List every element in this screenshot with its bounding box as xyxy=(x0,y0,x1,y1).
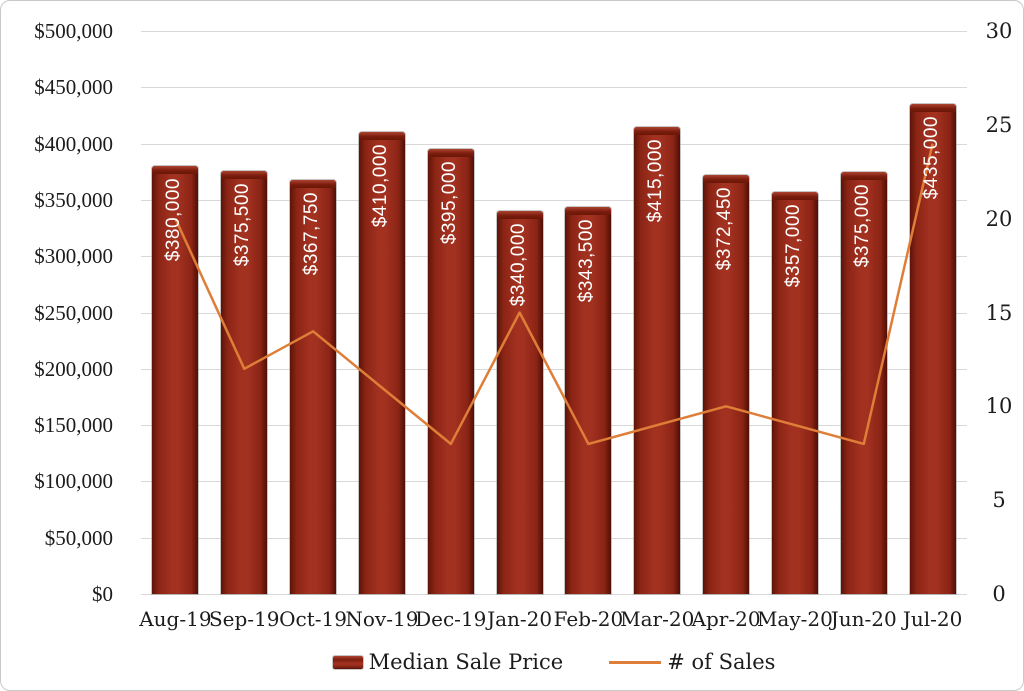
bar-value-label: $410,000 xyxy=(369,144,391,228)
bar-value-label: $375,500 xyxy=(232,183,254,267)
right-axis-tick-label: 20 xyxy=(985,206,1013,231)
bar-value-label: $343,500 xyxy=(576,219,598,303)
x-axis-category-label: Jan-20 xyxy=(487,607,553,631)
right-axis-tick-label: 0 xyxy=(992,582,1006,606)
bar-value-label: $375,000 xyxy=(851,183,873,267)
legend-label-median-sale-price: Median Sale Price xyxy=(368,650,564,674)
line-series-swatch-icon xyxy=(609,660,662,664)
x-axis-category-label: Oct-19 xyxy=(279,607,347,631)
gridline xyxy=(141,87,967,89)
left-axis-tick-label: $500,000 xyxy=(34,19,113,43)
left-axis-tick-label: $250,000 xyxy=(34,300,113,325)
bar-value-label: $380,000 xyxy=(163,178,185,262)
x-axis-category-label: Apr-20 xyxy=(691,607,761,631)
x-axis-category-label: Jul-20 xyxy=(902,607,963,631)
right-axis-tick-label: 15 xyxy=(985,300,1013,325)
bar-value-label: $340,000 xyxy=(507,223,529,307)
left-axis-tick-label: $0 xyxy=(92,582,113,606)
x-axis-category-label: Mar-20 xyxy=(620,607,695,631)
gridline xyxy=(141,594,967,595)
right-axis-tick-label: 10 xyxy=(985,394,1013,419)
x-axis-category-label: Nov-19 xyxy=(345,607,419,631)
gridline xyxy=(141,31,967,32)
x-axis-category-label: Feb-20 xyxy=(553,607,624,631)
bar-series-swatch-icon xyxy=(332,655,363,669)
left-axis-tick-label: $100,000 xyxy=(34,469,113,494)
right-axis-tick-label: 25 xyxy=(985,112,1013,137)
left-axis-tick-label: $450,000 xyxy=(34,75,113,100)
x-axis-category-label: Jun-20 xyxy=(830,607,897,631)
legend-item-median-sale-price: Median Sale Price xyxy=(332,650,564,674)
x-axis-category-label: Aug-19 xyxy=(139,607,212,631)
left-axis-tick-label: $200,000 xyxy=(34,356,113,381)
bar-value-label: $415,000 xyxy=(645,138,667,222)
legend: Median Sale Price # of Sales xyxy=(141,647,967,677)
bar-value-label: $435,000 xyxy=(920,116,942,200)
gridline xyxy=(141,143,967,145)
x-axis-category-label: May-20 xyxy=(756,607,833,631)
gridline xyxy=(141,481,967,483)
left-axis-tick-label: $50,000 xyxy=(44,525,113,550)
x-axis-category-label: Dec-19 xyxy=(415,607,487,631)
left-axis-tick-label: $150,000 xyxy=(34,413,113,438)
bar-value-label: $395,000 xyxy=(438,161,460,245)
legend-item-num-sales: # of Sales xyxy=(609,650,775,674)
left-axis-tick-label: $350,000 xyxy=(34,187,113,212)
right-axis-tick-label: 5 xyxy=(992,488,1006,513)
bar-value-label: $367,750 xyxy=(301,191,323,276)
x-axis-category-label: Sep-19 xyxy=(208,607,280,631)
left-axis-tick-label: $400,000 xyxy=(34,131,113,156)
bar-value-label: $357,000 xyxy=(782,204,804,288)
left-axis-tick-label: $300,000 xyxy=(34,244,113,269)
bar-value-label: $372,450 xyxy=(714,186,736,270)
gridline xyxy=(141,537,967,539)
legend-label-num-sales: # of Sales xyxy=(667,650,776,674)
right-axis-tick-label: 30 xyxy=(985,19,1013,43)
